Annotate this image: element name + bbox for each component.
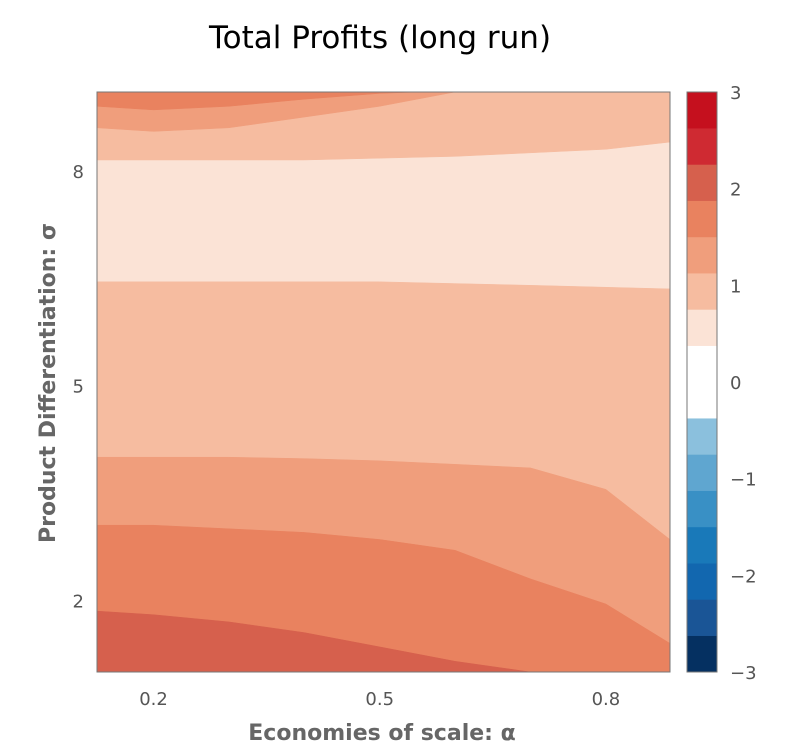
colorbar-segment — [686, 563, 718, 600]
colorbar — [686, 91, 718, 673]
colorbar-tick-label: 1 — [730, 276, 741, 297]
colorbar-segment — [686, 345, 718, 419]
y-tick-label: 5 — [73, 377, 84, 398]
x-tick-label: 0.8 — [592, 689, 621, 710]
colorbar-segment — [686, 599, 718, 636]
colorbar-tick-label: 2 — [730, 180, 741, 201]
y-tick-label: 8 — [73, 162, 84, 183]
x-axis-label: Economies of scale: α — [248, 721, 515, 746]
colorbar-frame — [686, 91, 718, 673]
x-axis-ticks: 0.2 0.5 0.8 — [139, 689, 620, 710]
colorbar-tick-label: −3 — [730, 663, 757, 684]
x-tick-label: 0.5 — [365, 689, 394, 710]
colorbar-segment — [686, 490, 718, 528]
chart-title: Total Profits (long run) — [208, 20, 551, 56]
colorbar-tick-label: 0 — [730, 373, 741, 394]
colorbar-segment — [686, 273, 718, 310]
colorbar-segment — [686, 418, 718, 455]
colorbar-segment — [686, 128, 718, 165]
colorbar-segment — [686, 236, 718, 274]
colorbar-ticks: 3 2 1 0 −1 −2 −3 — [730, 83, 757, 684]
colorbar-segment — [686, 91, 718, 129]
y-axis-ticks: 2 5 8 — [73, 162, 84, 613]
colorbar-segment — [686, 200, 718, 238]
colorbar-segment — [686, 635, 718, 673]
colorbar-tick-label: −2 — [730, 566, 757, 587]
colorbar-segment — [686, 164, 718, 201]
y-axis-label: Product Differentiation: σ — [36, 223, 61, 543]
colorbar-tick-label: 3 — [730, 83, 741, 104]
plot-area — [96, 91, 671, 673]
y-tick-label: 2 — [73, 591, 84, 612]
colorbar-tick-label: −1 — [730, 470, 757, 491]
plot-frame — [96, 91, 671, 673]
colorbar-segment — [686, 454, 718, 491]
x-tick-label: 0.2 — [139, 689, 168, 710]
colorbar-segment — [686, 309, 718, 346]
colorbar-segment — [686, 526, 718, 564]
